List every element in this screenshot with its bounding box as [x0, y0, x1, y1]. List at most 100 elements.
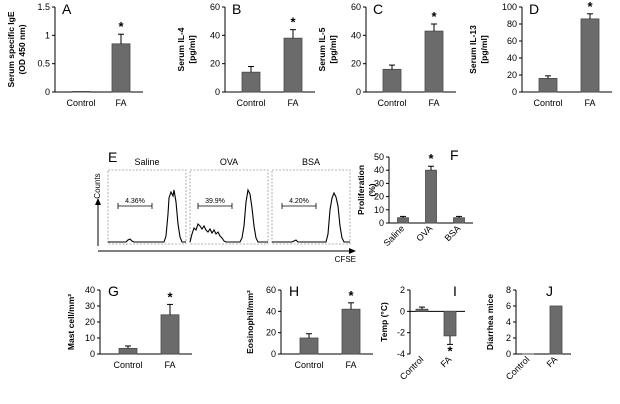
y-tick-label: 1.5	[37, 2, 50, 12]
y-axis-label: Proliferation	[356, 165, 366, 215]
chart-panel-d: 0 20 40 60 80 100 Control * FA Serum IL-13 [pg/ml]…	[468, 0, 612, 108]
bar-control	[538, 78, 558, 93]
bar-fa	[443, 310, 457, 337]
y-tick-label: 0	[400, 306, 405, 316]
y-tick-label: 20	[351, 59, 361, 69]
y-tick-label: 2	[506, 333, 511, 343]
x-category-label: Control	[294, 360, 323, 370]
bar-fa	[341, 308, 361, 355]
histogram-frame	[107, 169, 187, 245]
flow-histogram-ova: OVA 39.9%	[189, 157, 269, 245]
y-tick-label: 60	[351, 2, 361, 12]
significance-marker: *	[447, 343, 453, 358]
y-axis-label: Mast cell/mm²	[66, 294, 76, 350]
gate-percent-label: 4.36%	[125, 198, 145, 205]
histogram-curve	[108, 189, 186, 243]
flow-panel-e: E Counts CFSE Saline 4.36% OVA 39.9% BSA 4.20%	[93, 149, 356, 264]
y-tick-label: 10	[374, 205, 384, 215]
histogram-curve	[189, 188, 268, 243]
significance-marker: *	[428, 151, 434, 166]
significance-marker: *	[431, 9, 437, 24]
y-axis-label: [pg/ml]	[187, 35, 197, 63]
chart-panel-h: 0 20 40 60 Control * FA Eosinophil/mm² H	[245, 283, 373, 370]
y-axis-label: [pg/ml]	[328, 35, 338, 63]
flow-histogram-bsa: BSA 4.20%	[271, 157, 351, 245]
y-tick-label: 20	[85, 317, 95, 327]
y-axis-label: Temp (°C)	[379, 302, 389, 342]
panel-letter: B	[232, 1, 241, 17]
histogram-frame	[189, 169, 269, 245]
y-tick-label: 40	[210, 30, 220, 40]
y-tick-label: 20	[210, 59, 220, 69]
y-axis-label: [pg/ml]	[479, 35, 489, 63]
counts-arrow-head	[95, 198, 101, 205]
gate-percent-label: 4.20%	[289, 198, 309, 205]
histogram-frame	[271, 169, 351, 245]
x-category-label: Control	[66, 98, 95, 108]
bar-fa	[424, 30, 444, 93]
significance-marker: *	[290, 15, 296, 30]
x-category-label: FA	[164, 360, 175, 370]
bar-control	[71, 91, 91, 93]
bar-fa	[283, 37, 303, 93]
panel-letter: D	[529, 1, 539, 17]
flow-histogram-saline: Saline 4.36%	[107, 157, 187, 245]
panel-letter: F	[450, 147, 459, 163]
y-tick-label: 10	[85, 333, 95, 343]
bar-control	[299, 337, 319, 355]
y-tick-label: 0	[45, 87, 50, 97]
x-category-label: FA	[584, 98, 595, 108]
panel-letter: E	[108, 149, 117, 165]
significance-marker: *	[587, 0, 593, 14]
bar-control	[382, 68, 402, 93]
y-tick-label: 30	[85, 301, 95, 311]
y-axis-label: Diarrhea mice	[485, 294, 495, 350]
y-tick-label: 50	[374, 152, 384, 162]
histogram-title: Saline	[134, 157, 159, 167]
x-category-label: BSA	[443, 223, 463, 243]
y-tick-label: 0	[356, 87, 361, 97]
bar-ova	[425, 169, 437, 224]
y-tick-label: 6	[506, 301, 511, 311]
y-tick-label: 4	[506, 317, 511, 327]
chart-panel-g: 0 10 20 30 40 Control * FA Mast cell/mm² G	[66, 283, 192, 370]
y-tick-label: 30	[374, 178, 384, 188]
x-category-label: Control	[377, 98, 406, 108]
x-category-label: Control	[113, 360, 142, 370]
y-tick-label: 0	[379, 218, 384, 228]
y-axis-label: (OD 450 nm)	[17, 24, 27, 74]
chart-panel-a: 0 0.5 1 1.5 Control * FA Serum specific IgE (OD …	[6, 1, 143, 108]
y-tick-label: 2	[400, 285, 405, 295]
bar-control	[415, 308, 429, 312]
panel-letter: H	[289, 283, 299, 299]
significance-marker: *	[118, 19, 124, 34]
x-category-label: FA	[115, 98, 126, 108]
panel-letter: A	[62, 1, 72, 17]
y-tick-label: -4	[397, 349, 405, 359]
panel-letter: I	[453, 283, 457, 299]
y-tick-label: 80	[507, 19, 517, 29]
y-tick-label: 0	[271, 349, 276, 359]
bar-control	[241, 71, 261, 93]
histogram-title: BSA	[302, 157, 320, 167]
y-tick-label: 20	[266, 328, 276, 338]
bar-fa	[580, 18, 600, 93]
cfse-arrow-head	[349, 248, 356, 254]
panel-letter: C	[373, 1, 383, 17]
bar-fa	[111, 43, 131, 93]
y-tick-label: 1	[45, 30, 50, 40]
chart-panel-f: 0 10 20 30 40 50 Saline * OVA BSA Proliferation (%)…	[356, 147, 473, 248]
y-axis-label: Counts	[93, 173, 102, 198]
y-tick-label: -2	[397, 328, 405, 338]
y-tick-label: 0	[90, 349, 95, 359]
x-category-label: FA	[287, 98, 298, 108]
y-tick-label: 20	[507, 70, 517, 80]
bar-saline	[397, 217, 409, 224]
y-tick-label: 100	[502, 2, 517, 12]
bar-fa	[160, 314, 180, 355]
y-tick-label: 60	[266, 285, 276, 295]
y-tick-label: 8	[506, 285, 511, 295]
